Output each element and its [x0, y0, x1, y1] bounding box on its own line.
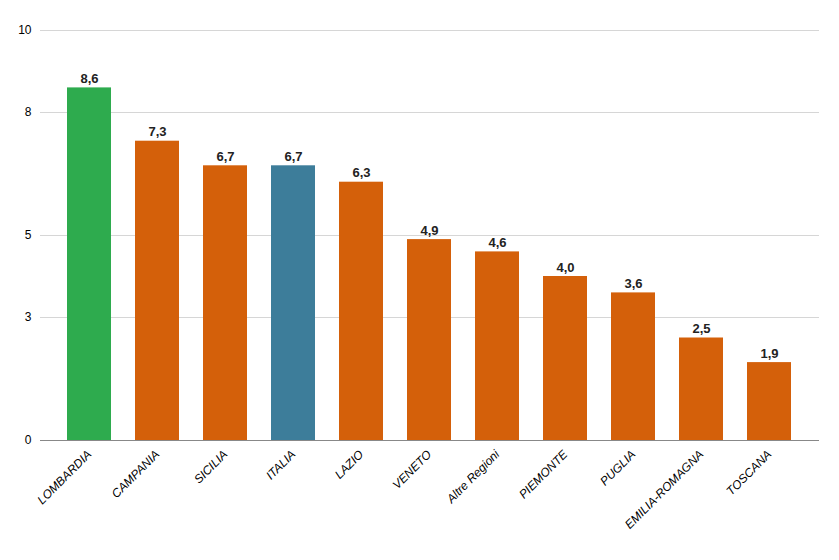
svg-text:1,9: 1,9: [760, 346, 778, 361]
svg-text:5: 5: [25, 228, 32, 242]
svg-text:Altre Regioni: Altre Regioni: [443, 447, 502, 506]
svg-text:PUGLIA: PUGLIA: [597, 447, 638, 488]
svg-text:4,9: 4,9: [420, 223, 438, 238]
svg-text:6,7: 6,7: [284, 149, 302, 164]
svg-text:0: 0: [25, 433, 32, 447]
svg-text:6,3: 6,3: [352, 165, 370, 180]
svg-text:EMILIA-ROMAGNA: EMILIA-ROMAGNA: [622, 447, 706, 531]
svg-text:3: 3: [25, 310, 32, 324]
svg-text:LAZIO: LAZIO: [332, 447, 366, 481]
svg-text:8: 8: [25, 105, 32, 119]
svg-text:TOSCANA: TOSCANA: [724, 447, 775, 498]
svg-text:3,6: 3,6: [624, 276, 642, 291]
svg-text:VENETO: VENETO: [390, 447, 435, 492]
svg-text:2,5: 2,5: [692, 321, 710, 336]
svg-text:8,6: 8,6: [80, 71, 98, 86]
svg-text:10: 10: [18, 23, 32, 37]
svg-text:CAMPANIA: CAMPANIA: [109, 447, 163, 501]
svg-text:ITALIA: ITALIA: [263, 447, 298, 482]
svg-text:LOMBARDIA: LOMBARDIA: [34, 447, 94, 507]
svg-text:4,0: 4,0: [556, 260, 574, 275]
svg-text:PIEMONTE: PIEMONTE: [516, 447, 571, 502]
svg-text:6,7: 6,7: [216, 149, 234, 164]
svg-text:4,6: 4,6: [488, 235, 506, 250]
svg-text:SICILIA: SICILIA: [191, 447, 230, 486]
svg-text:7,3: 7,3: [148, 124, 166, 139]
